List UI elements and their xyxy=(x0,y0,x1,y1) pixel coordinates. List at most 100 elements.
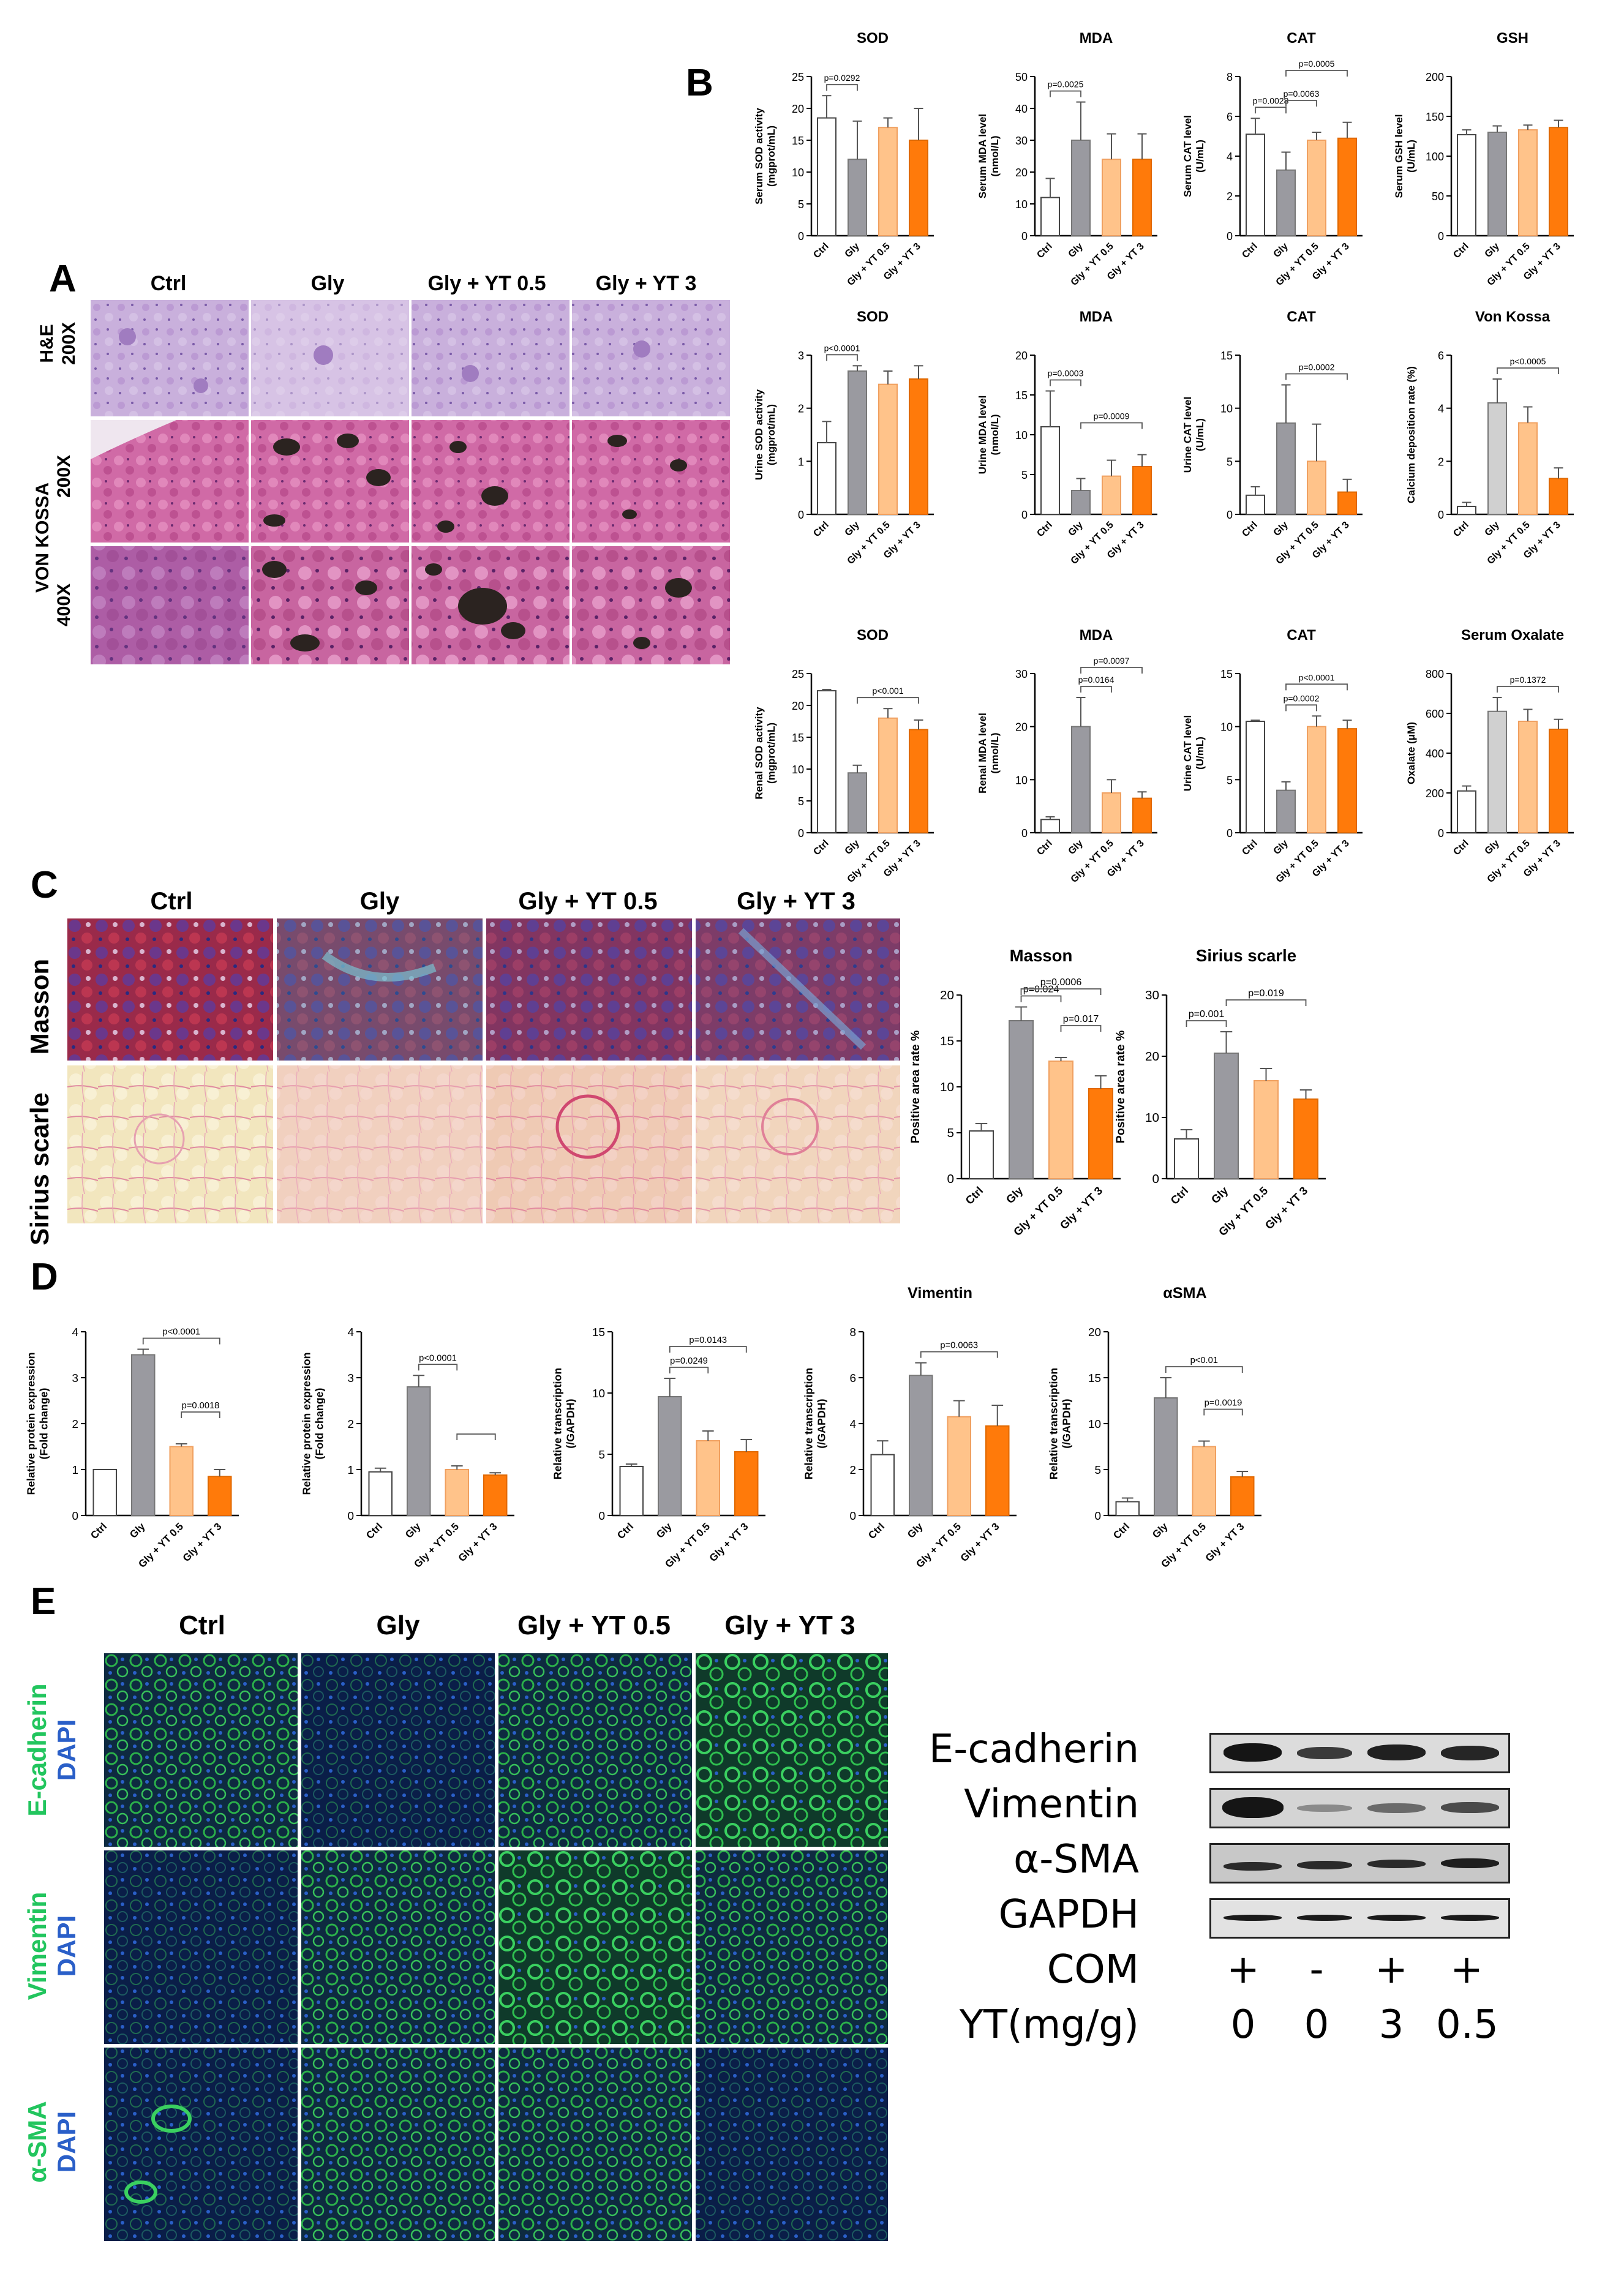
significance-bracket xyxy=(1255,107,1287,114)
y-axis-label: Oxalate (μM) xyxy=(1405,722,1417,784)
panel-c-col-yt3: Gly + YT 3 xyxy=(737,888,855,915)
y-tick-label: 15 xyxy=(792,732,804,744)
y-tick-label: 5 xyxy=(1094,1464,1101,1477)
he-yt3-tile xyxy=(572,300,730,416)
y-tick-label: 0 xyxy=(947,1172,954,1186)
p-value-label: p=0.0002 xyxy=(1284,693,1320,703)
bar xyxy=(1487,402,1507,515)
y-axis-label: Relative transcription(/GAPDH) xyxy=(1048,1368,1073,1479)
y-tick-label: 200 xyxy=(1426,71,1444,83)
y-tick-label: 50 xyxy=(1432,190,1444,203)
y-tick-label: 0 xyxy=(1438,230,1444,242)
band xyxy=(1224,1743,1282,1762)
y-axis-label: Relative protein expression(Fold change) xyxy=(25,1352,50,1495)
x-tick-label: Ctrl xyxy=(1451,241,1471,261)
wb-yt-2: 0 xyxy=(1304,2002,1329,2048)
y-tick-label: 10 xyxy=(1145,1111,1159,1125)
panel-a-row-he-tiles xyxy=(91,300,730,416)
bar xyxy=(1254,1080,1279,1179)
y-tick-label: 2 xyxy=(72,1418,78,1431)
y-tick-label: 3 xyxy=(347,1372,354,1385)
bar xyxy=(1337,491,1357,515)
bar xyxy=(1518,721,1538,833)
p-value-label: p=0.0003 xyxy=(1048,369,1084,378)
y-tick-label: 0 xyxy=(1438,509,1444,521)
y-tick-label: 50 xyxy=(1015,71,1028,83)
if-sma-yt05 xyxy=(498,2048,692,2241)
y-tick-label: 20 xyxy=(1015,167,1028,179)
y-tick-label: 8 xyxy=(1227,71,1233,83)
vk200-yt3-tile xyxy=(572,420,730,543)
wb-row-gapdh xyxy=(1209,1898,1510,1939)
bar xyxy=(1192,1446,1216,1516)
significance-bracket xyxy=(826,84,858,91)
significance-bracket xyxy=(1203,1408,1243,1416)
y-tick-label: 400 xyxy=(1426,748,1444,760)
significance-bracket xyxy=(1186,1020,1227,1027)
y-tick-label: 8 xyxy=(849,1326,856,1339)
y-tick-label: 3 xyxy=(798,350,804,362)
y-axis-label: Urine CAT level(U/mL) xyxy=(1182,397,1206,473)
panel-c-col-gly: Gly xyxy=(359,888,400,915)
wb-com-3: + xyxy=(1375,1947,1408,1992)
chart-title: MDA xyxy=(1080,309,1113,325)
y-tick-label: 10 xyxy=(940,1080,954,1094)
significance-bracket xyxy=(1050,379,1081,386)
bar xyxy=(1246,494,1265,515)
bar xyxy=(878,717,898,834)
p-value-label: p<0.0001 xyxy=(162,1328,200,1337)
y-axis-label: Urine SOD activity(mgprot/mL) xyxy=(753,389,777,480)
bar xyxy=(817,117,836,236)
y-tick-label: 0 xyxy=(1227,230,1233,242)
bar xyxy=(1246,721,1265,833)
vk400-yt3-tile xyxy=(572,546,730,664)
y-tick-label: 10 xyxy=(1015,429,1028,441)
bar xyxy=(92,1469,117,1516)
y-axis-label: Positive area rate % xyxy=(909,1031,922,1144)
significance-bracket xyxy=(920,1351,998,1358)
wb-row-ecad xyxy=(1209,1733,1510,1773)
significance-bracket xyxy=(1285,373,1348,380)
x-tick-label: Gly xyxy=(1483,241,1502,260)
band xyxy=(1441,1802,1499,1813)
y-tick-label: 20 xyxy=(792,700,804,712)
p-value-label: p=0.001 xyxy=(1189,1008,1225,1020)
y-axis-label: Serum CAT level(U/mL) xyxy=(1182,115,1206,197)
y-axis-label: Renal SOD activity(mgprot/mL) xyxy=(753,707,777,800)
y-axis-label: Calcium deposition rate (%) xyxy=(1405,366,1417,503)
band xyxy=(1367,1860,1426,1868)
significance-bracket xyxy=(1080,422,1143,429)
y-tick-label: 800 xyxy=(1426,668,1444,680)
bar xyxy=(1230,1476,1255,1516)
bar xyxy=(1457,790,1476,833)
y-tick-label: 0 xyxy=(1227,509,1233,521)
panel-a-row-vk400-tiles xyxy=(91,546,730,664)
y-tick-label: 6 xyxy=(1227,111,1233,123)
wb-com-2: - xyxy=(1309,1947,1324,1992)
x-tick-label: Gly xyxy=(1067,241,1085,260)
wb-row-vim xyxy=(1209,1788,1510,1828)
bar xyxy=(985,1425,1010,1516)
wb-label-vim: Vimentin xyxy=(964,1782,1139,1827)
y-tick-label: 0 xyxy=(1227,827,1233,839)
chart-0: SOD 0 5 10 15 20 25 Serum SOD activity(mgprot/m… xyxy=(753,30,934,288)
band xyxy=(1367,1744,1426,1760)
if-ecad-yt3 xyxy=(696,1653,888,1847)
y-tick-label: 150 xyxy=(1426,111,1444,123)
panel-c-stain-grid xyxy=(67,918,900,1223)
bar xyxy=(909,378,928,515)
sirius-yt05-tile xyxy=(486,1065,692,1223)
x-tick-label: Gly xyxy=(127,1520,148,1541)
if-ecad-yt05 xyxy=(498,1653,692,1847)
bar xyxy=(1102,475,1121,515)
significance-bracket xyxy=(1060,1025,1102,1032)
panel-label-e: E xyxy=(31,1580,56,1623)
chart-3: GSH 0 50 100 150 200 Serum GSH level(U/mL) Ctrl… xyxy=(1393,30,1574,288)
p-value-label: p=0.0028 xyxy=(1253,96,1289,105)
chart-title: Vimentin xyxy=(908,1285,972,1302)
x-tick-label: Gly xyxy=(1272,838,1290,857)
y-tick-label: 40 xyxy=(1015,103,1028,115)
bar xyxy=(1307,460,1326,515)
